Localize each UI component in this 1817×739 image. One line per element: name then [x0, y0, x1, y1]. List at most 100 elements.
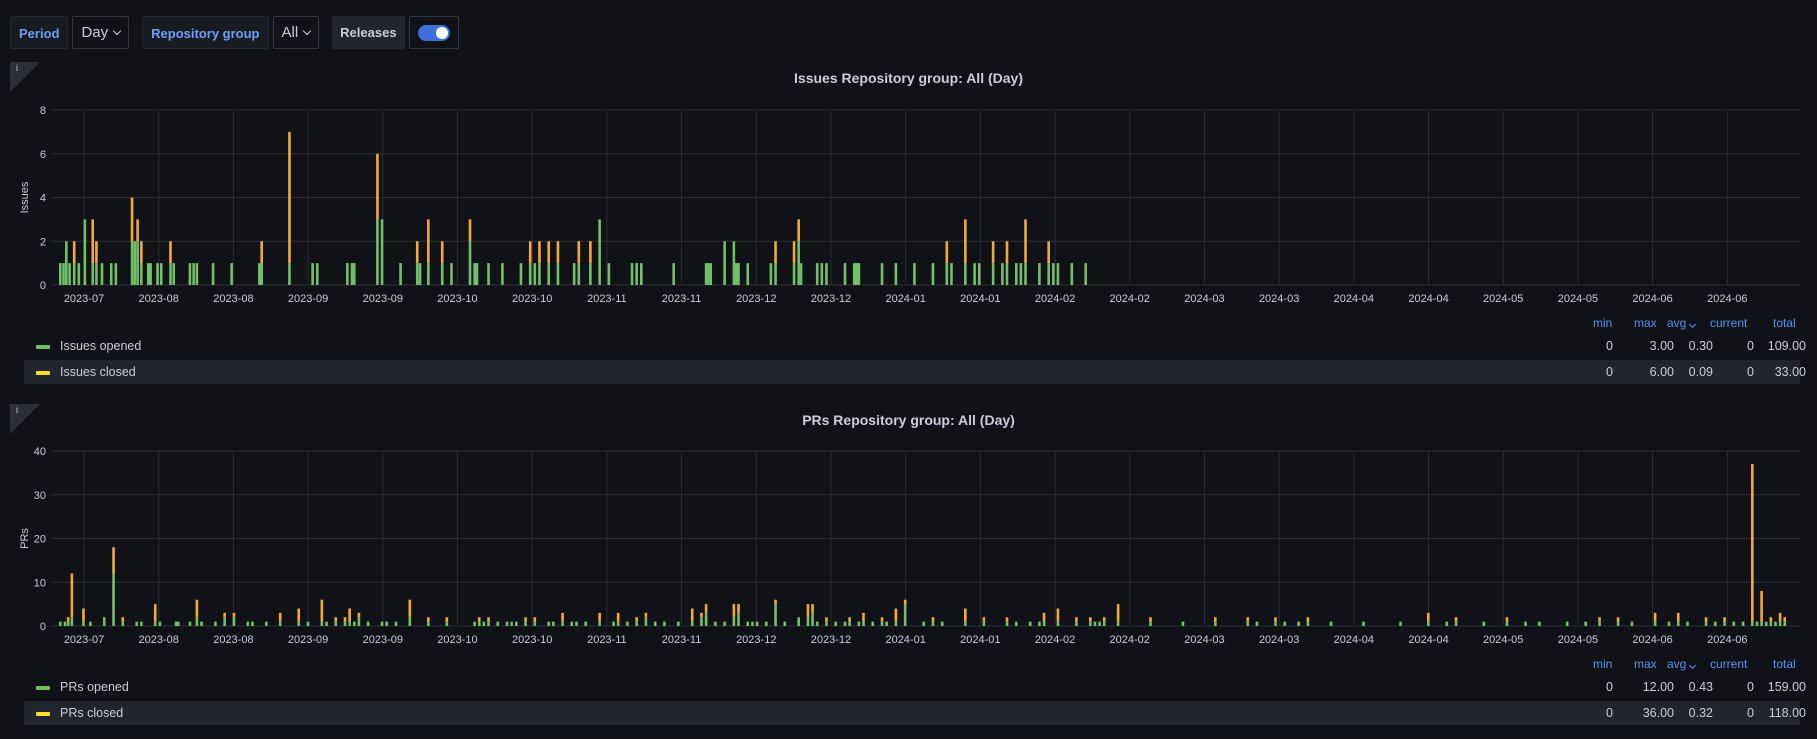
bar-closed [1246, 617, 1250, 622]
bar-opened [192, 263, 195, 285]
legend-row-issues-closed[interactable]: Issues closed 0 6.00 0.09 0 33.00 [24, 360, 1806, 384]
bar-closed [561, 612, 564, 622]
legend-header-total[interactable]: total [1773, 316, 1796, 330]
bar-closed [91, 219, 95, 264]
x-tick-label: 2024-02 [1035, 293, 1075, 305]
x-tick-label: 2024-06 [1707, 293, 1747, 305]
bar-opened [690, 621, 694, 626]
x-tick-label: 2024-01 [885, 293, 925, 305]
bar-opened [1297, 621, 1300, 626]
period-label: Period [10, 16, 69, 49]
releases-toggle[interactable] [417, 24, 450, 41]
legend-header-current[interactable]: current [1710, 316, 1748, 330]
legend-header-avg[interactable]: avg [1667, 657, 1696, 671]
bar-opened [1056, 621, 1060, 626]
bar-closed [1274, 617, 1277, 622]
bar-opened [1306, 621, 1310, 626]
bar-opened [857, 621, 861, 626]
bar-opened [723, 621, 726, 626]
legend-header-total[interactable]: total [1773, 657, 1796, 671]
bar-opened [1028, 621, 1032, 626]
x-tick-label: 2024-04 [1408, 634, 1448, 646]
bar-opened [136, 241, 139, 285]
bar-closed [136, 219, 139, 242]
legend-total: 109.00 [1767, 339, 1806, 353]
bar-closed [1760, 591, 1763, 622]
legend-row-prs-opened[interactable]: PRs opened 0 12.00 0.43 0 159.00 [24, 675, 1806, 699]
bar-opened [714, 621, 717, 626]
info-icon: i [16, 63, 18, 73]
y-axis-label: PRs [19, 528, 31, 549]
legend-header-avg[interactable]: avg [1667, 316, 1696, 330]
legend-header-current[interactable]: current [1710, 657, 1748, 671]
bar-opened [102, 617, 106, 626]
bar-opened [764, 621, 768, 626]
period-select[interactable]: Day [72, 16, 130, 49]
legend-row-issues-opened[interactable]: Issues opened 0 3.00 0.30 0 109.00 [24, 334, 1806, 358]
bar-opened [1783, 621, 1787, 626]
bar-opened [140, 263, 143, 285]
bar-opened [1704, 621, 1708, 626]
bar-opened [473, 621, 476, 626]
bar-closed [528, 241, 532, 264]
bar-opened [1630, 621, 1634, 626]
bar-opened [72, 263, 76, 285]
bar-opened [1014, 621, 1018, 626]
bar-opened [903, 604, 907, 626]
bar-opened [1667, 621, 1671, 626]
y-axis-label: Issues [19, 181, 31, 213]
bar-closed [616, 612, 620, 622]
bar-opened [357, 617, 361, 626]
bar-opened [815, 621, 819, 626]
bar-opened [232, 617, 236, 626]
bar-opened [153, 621, 157, 626]
legend-header-max[interactable]: max [1634, 316, 1657, 330]
bar-opened [820, 263, 824, 285]
legend-header-min[interactable]: min [1593, 657, 1613, 671]
bar-opened [427, 621, 430, 626]
x-tick-label: 2024-02 [1110, 634, 1150, 646]
period-select-value: Day [81, 24, 109, 41]
repository-group-select-value: All [281, 24, 299, 41]
bar-opened [931, 263, 935, 285]
bar-opened [700, 617, 703, 626]
bar-opened [496, 621, 500, 626]
bar-opened [1769, 621, 1773, 626]
legend-row-prs-closed[interactable]: PRs closed 0 36.00 0.32 0 118.00 [24, 701, 1806, 725]
bar-opened [394, 621, 398, 626]
bar-opened [352, 621, 356, 626]
bar-opened [723, 241, 726, 285]
bar-opened [734, 263, 738, 285]
bar-opened [1686, 621, 1689, 626]
repository-group-select[interactable]: All [272, 16, 320, 49]
y-tick-label: 0 [40, 621, 46, 633]
bar-opened [547, 621, 551, 626]
bar-opened [311, 263, 314, 285]
bar-closed [297, 608, 301, 622]
panel-info-corner[interactable]: i [10, 404, 40, 434]
bar-closed [72, 241, 76, 264]
bar-closed [1102, 617, 1106, 622]
bar-closed [153, 604, 157, 622]
x-tick-label: 2024-03 [1259, 293, 1299, 305]
bar-closed [1214, 617, 1217, 622]
panel-title[interactable]: PRs Repository group: All (Day) [802, 412, 1015, 428]
legend-header-min[interactable]: min [1593, 316, 1613, 330]
bar-closed [903, 599, 907, 605]
bar-opened [607, 263, 611, 285]
bar-opened [477, 621, 481, 626]
bar-opened [799, 263, 803, 285]
bar-closed [704, 604, 708, 613]
panel-title[interactable]: Issues Repository group: All (Day) [794, 70, 1023, 86]
bar-opened [399, 263, 402, 285]
bar-opened [769, 263, 773, 285]
bar-opened [1445, 621, 1449, 626]
panel-info-corner[interactable]: i [10, 62, 40, 92]
bar-opened [894, 621, 898, 626]
legend-header-max[interactable]: max [1634, 657, 1657, 671]
bar-closed [690, 608, 694, 622]
bar-opened [1005, 263, 1009, 285]
bar-opened [348, 621, 351, 626]
bar-opened [746, 621, 750, 626]
bar-opened [1255, 621, 1259, 626]
